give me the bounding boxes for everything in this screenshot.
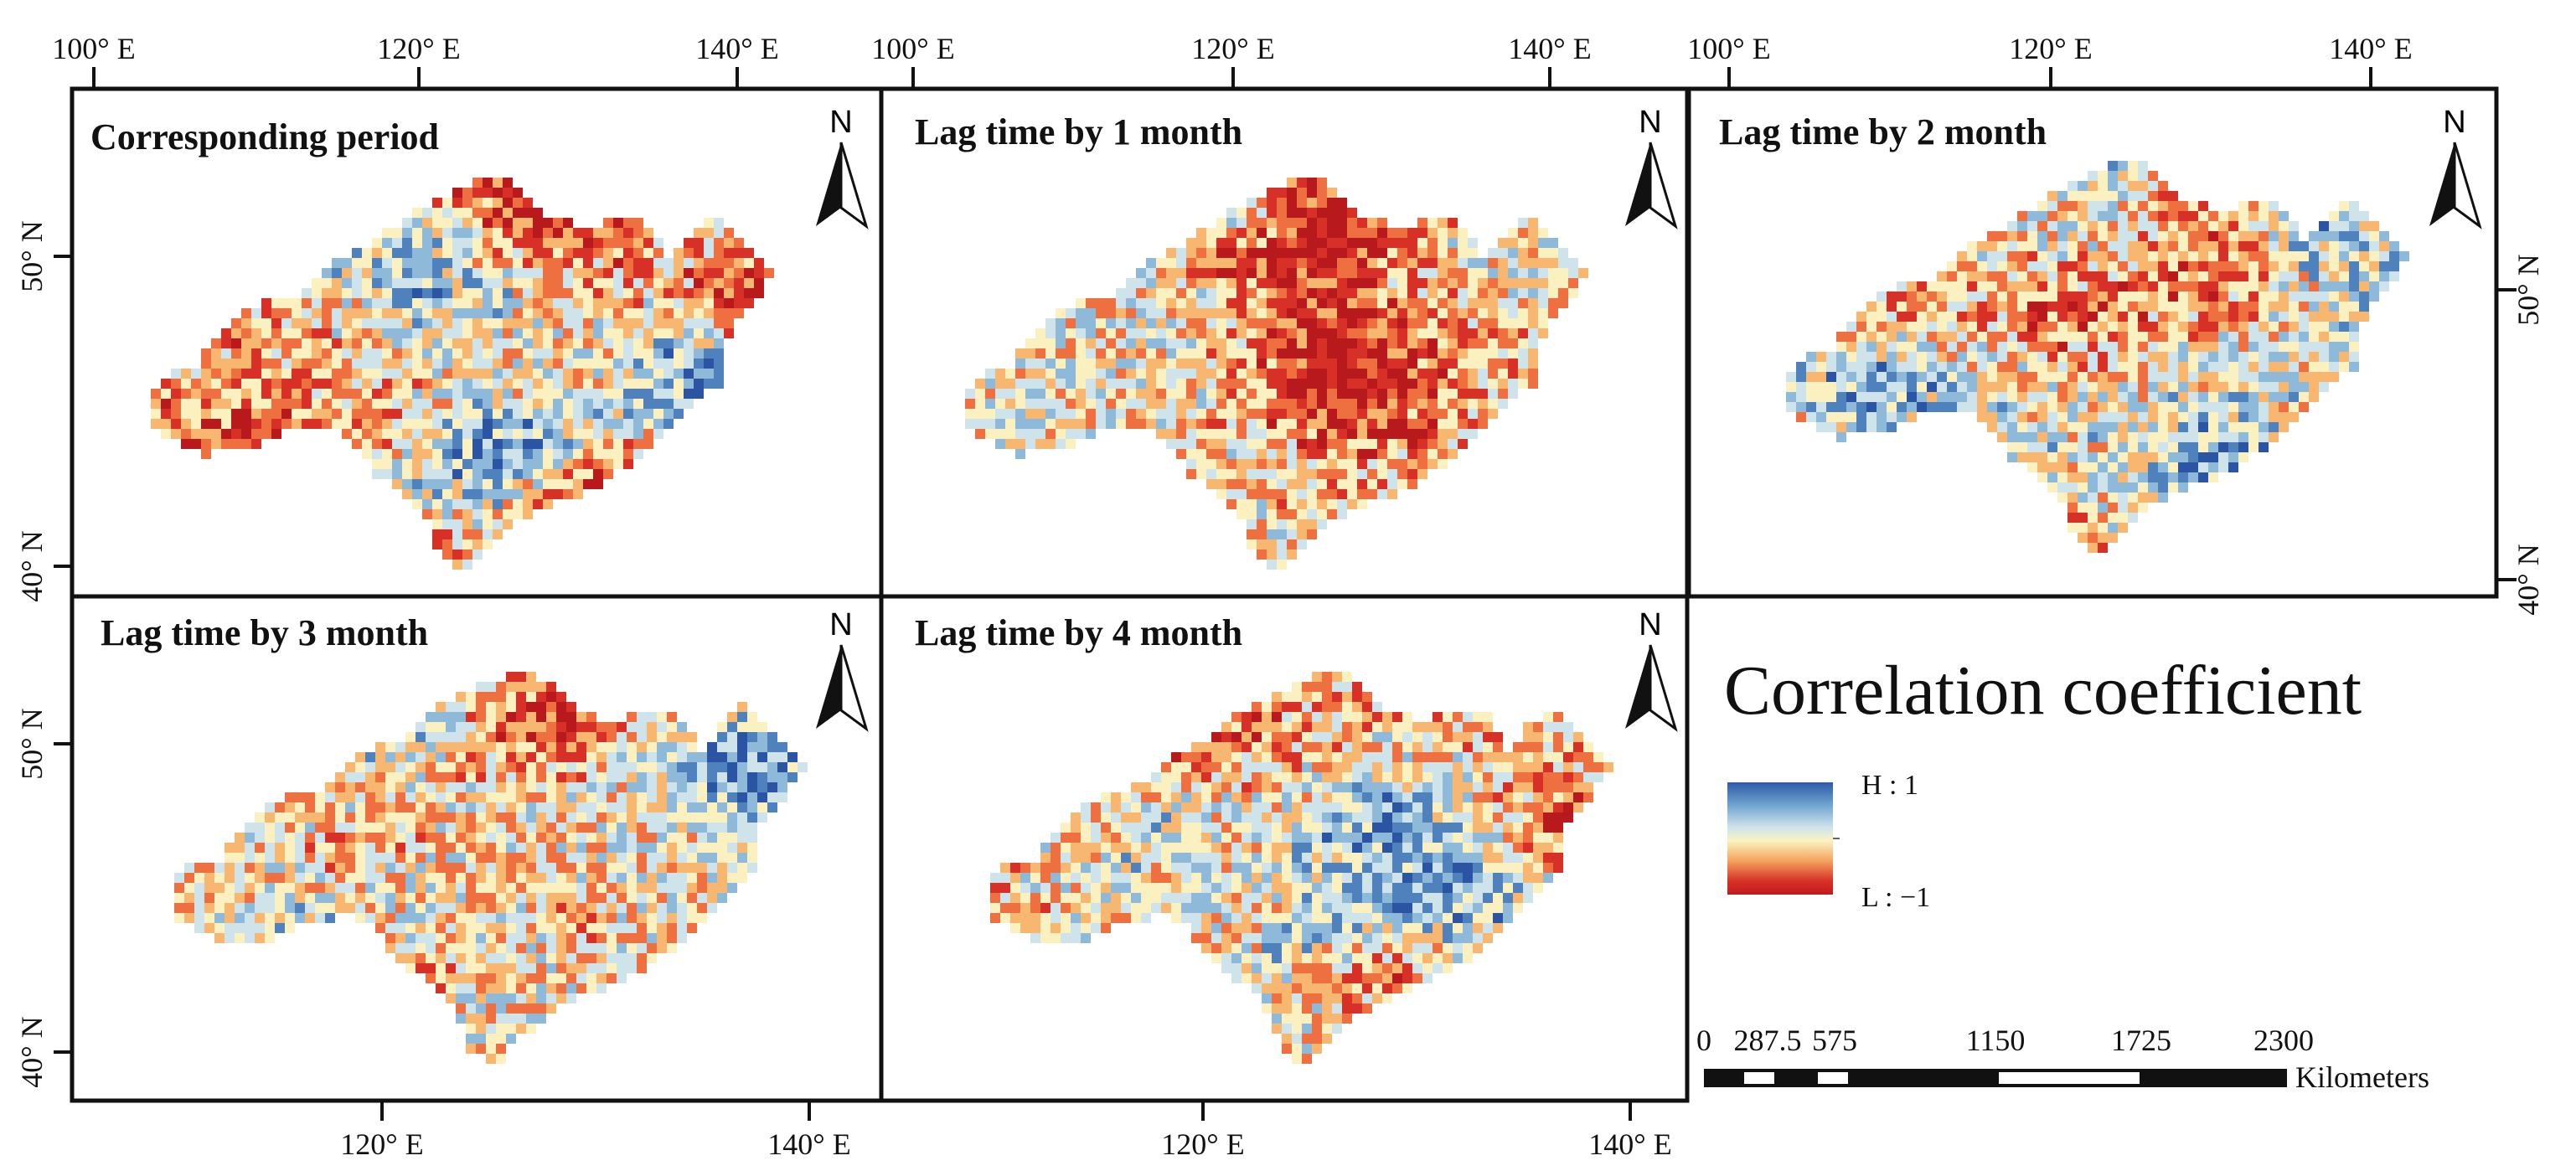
panel-2-frame <box>1686 86 2499 599</box>
panel-title-lag1: Lag time by 1 month <box>915 111 1242 152</box>
legend-low-label: L : −1 <box>1861 882 1930 913</box>
legend-high-label: H : 1 <box>1861 770 1918 801</box>
lon-label-top-100-b: 100° E <box>871 32 954 65</box>
lat-label-right-50: 50° N <box>2511 254 2545 325</box>
lon-label-top-120-a: 120° E <box>377 32 460 65</box>
lat-label-left-40-a: 40° N <box>15 530 49 601</box>
panel-title-lag3: Lag time by 3 month <box>101 612 428 653</box>
lat-label-right-40: 40° N <box>2511 544 2545 615</box>
north-arrow-p3: N <box>816 607 869 732</box>
north-arrow-p0: N <box>816 105 869 230</box>
lon-label-bottom-140-a: 140° E <box>767 1127 850 1161</box>
scale-label-0: 0 <box>1696 1024 1711 1057</box>
top-lon-ticks <box>92 67 2372 89</box>
lon-label-top-140-c: 140° E <box>2329 32 2412 65</box>
scale-label-1150: 1150 <box>1966 1024 2026 1057</box>
lon-label-top-120-c: 120° E <box>2009 32 2092 65</box>
scale-label-1725: 1725 <box>2111 1024 2171 1057</box>
scale-label-2300: 2300 <box>2253 1024 2314 1057</box>
lat-label-left-50-a: 50° N <box>15 220 49 291</box>
map-raster-panel-0 <box>151 178 774 570</box>
map-raster-panel-3 <box>174 672 808 1064</box>
legend-title: Correlation coefficient <box>1724 652 2362 730</box>
legend-color-ramp <box>1727 782 1833 895</box>
map-rasters <box>151 161 2409 1064</box>
map-raster-panel-1 <box>965 178 1588 570</box>
lon-label-top-140-a: 140° E <box>695 32 778 65</box>
lon-label-top-100-a: 100° E <box>52 32 135 65</box>
lat-label-left-50-b: 50° N <box>15 708 49 779</box>
lon-label-bottom-120-a: 120° E <box>340 1127 423 1161</box>
lat-label-left-40-b: 40° N <box>15 1016 49 1087</box>
panel-title-corresponding: Corresponding period <box>90 116 439 157</box>
map-raster-panel-4 <box>990 672 1613 1064</box>
north-arrow-p1: N <box>1625 105 1678 230</box>
scale-unit: Kilometers <box>2295 1060 2429 1094</box>
lon-label-top-100-c: 100° E <box>1687 32 1770 65</box>
north-arrow-p4: N <box>1625 607 1678 732</box>
bottom-lon-ticks <box>380 1101 1632 1121</box>
north-arrow-p2: N <box>2429 105 2482 230</box>
scale-label-287: 287.5 <box>1734 1024 1802 1057</box>
lon-label-bottom-140-b: 140° E <box>1588 1127 1671 1161</box>
lon-label-top-140-b: 140° E <box>1508 32 1591 65</box>
map-raster-panel-2 <box>1786 161 2409 553</box>
scale-bar <box>1704 1069 2287 1087</box>
panel-title-lag4: Lag time by 4 month <box>915 612 1242 653</box>
scale-label-575: 575 <box>1812 1024 1857 1057</box>
panel-frames <box>70 86 2499 1103</box>
right-lat-ticks <box>2496 288 2517 581</box>
left-lat-ticks <box>54 255 72 1054</box>
lon-label-top-120-b: 120° E <box>1191 32 1274 65</box>
lon-label-bottom-120-b: 120° E <box>1161 1127 1244 1161</box>
panel-title-lag2: Lag time by 2 month <box>1719 111 2047 152</box>
